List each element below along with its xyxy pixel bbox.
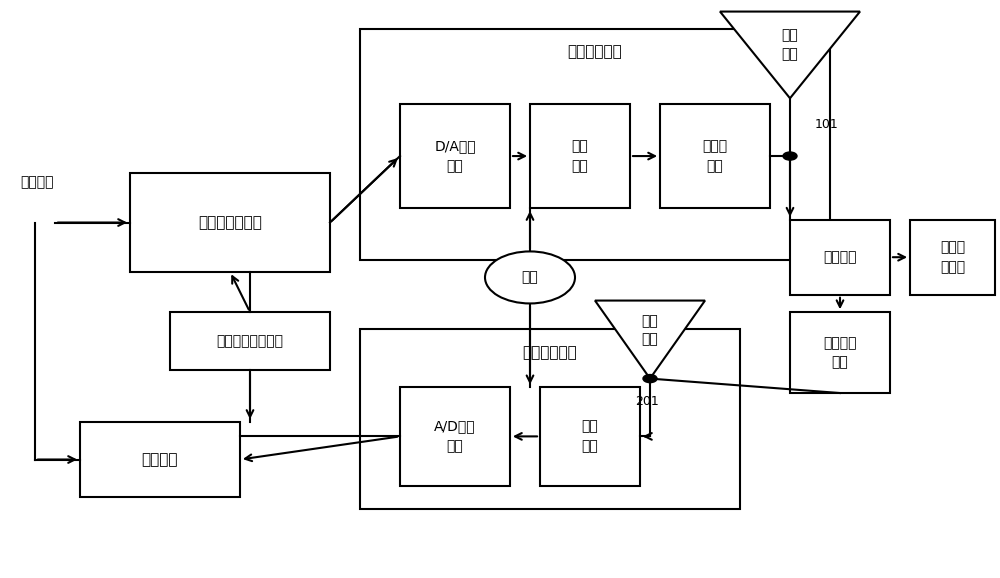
Circle shape (485, 251, 575, 303)
Bar (170, 312, 330, 370)
Bar (530, 104, 630, 208)
Bar (790, 220, 890, 295)
Text: 解调
模块: 解调 模块 (582, 420, 598, 453)
Bar (540, 387, 640, 486)
Bar (660, 104, 770, 208)
Text: 201: 201 (635, 395, 659, 408)
Text: 频谱分
析模块: 频谱分 析模块 (940, 240, 965, 274)
Text: 第二
天线: 第二 天线 (642, 314, 658, 346)
Bar (910, 220, 995, 295)
Polygon shape (595, 301, 705, 379)
Circle shape (643, 375, 657, 383)
Text: 功分模块: 功分模块 (823, 250, 857, 264)
Text: D/A转换
模块: D/A转换 模块 (434, 139, 476, 173)
Bar (80, 422, 240, 497)
Text: 功率放
大器: 功率放 大器 (702, 139, 728, 173)
Text: 预失真处理模块: 预失真处理模块 (198, 215, 262, 230)
Polygon shape (720, 12, 860, 98)
Text: 预失真系数查找表: 预失真系数查找表 (216, 334, 284, 348)
Text: 射频发射模块: 射频发射模块 (568, 45, 622, 60)
Bar (360, 29, 830, 260)
Text: 本振: 本振 (522, 271, 538, 284)
Text: 101: 101 (815, 118, 839, 131)
Text: A/D转换
模块: A/D转换 模块 (434, 420, 476, 453)
Text: 射频接收模块: 射频接收模块 (523, 345, 577, 360)
Text: 第一
天线: 第一 天线 (782, 28, 798, 61)
Bar (360, 329, 740, 509)
Text: 功率调节
模块: 功率调节 模块 (823, 336, 857, 369)
Bar (130, 173, 330, 272)
Circle shape (783, 152, 797, 160)
Bar (400, 104, 510, 208)
Bar (400, 387, 510, 486)
Text: 调制
模块: 调制 模块 (572, 139, 588, 173)
Bar (790, 312, 890, 393)
Text: 输入信号: 输入信号 (20, 175, 54, 189)
Text: 比较模块: 比较模块 (142, 452, 178, 467)
